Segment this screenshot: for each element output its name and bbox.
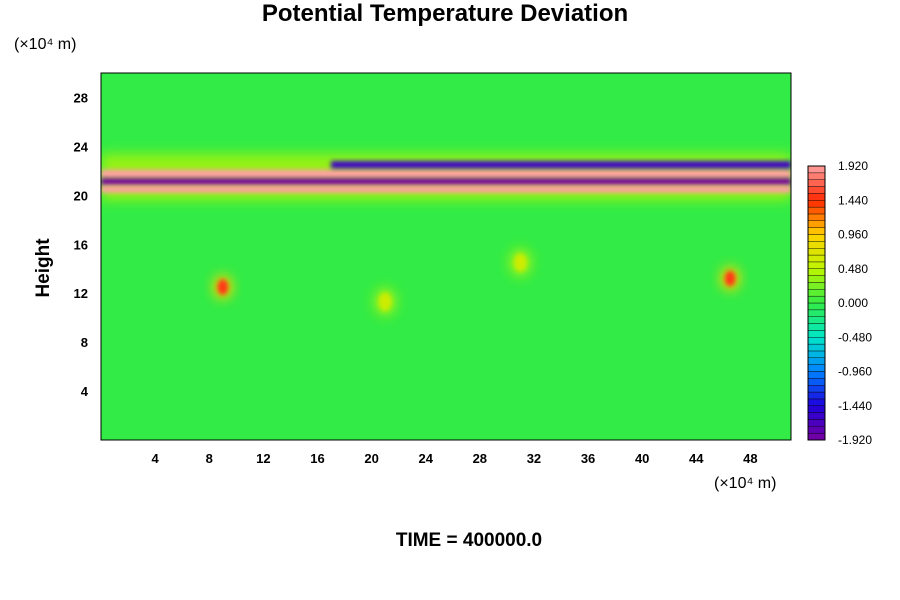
colorbar-tick-label: 0.960: [838, 228, 868, 242]
colorbar-tick-label: 0.480: [838, 262, 868, 276]
colorbar-segment: [807, 206, 826, 215]
heatmap-field: [101, 73, 791, 440]
colorbar-segment: [807, 432, 826, 441]
colorbar-segment: [807, 419, 826, 427]
colorbar-segment: [807, 426, 826, 434]
colorbar-segment: [807, 241, 826, 249]
x-unit-label: (×10⁴ m): [714, 475, 776, 492]
colorbar-segment: [807, 165, 826, 174]
colorbar-segment: [807, 330, 826, 338]
heatmap-feature: [514, 253, 527, 272]
x-tick-label: 12: [256, 451, 270, 466]
x-tick-label: 28: [473, 451, 487, 466]
heatmap-feature-band: [101, 185, 791, 193]
colorbar-segment: [807, 385, 826, 393]
plot-area-frame: [100, 72, 792, 441]
colorbar-segment: [807, 172, 826, 180]
colorbar-segment: [807, 247, 826, 256]
x-tick-label: 8: [206, 451, 213, 466]
x-tick-label: 40: [635, 451, 649, 466]
x-tick-label: 24: [418, 451, 433, 466]
colorbar-segment: [807, 371, 826, 379]
time-label: TIME = 400000.0: [395, 530, 543, 551]
colorbar-segment: [807, 295, 826, 304]
colorbar-segment: [807, 282, 826, 290]
y-tick-label: 28: [74, 90, 88, 105]
colorbar-tick-label: -1.440: [838, 399, 872, 413]
x-tick-label: 44: [689, 451, 704, 466]
colorbar-frame: [807, 165, 826, 441]
heatmap-background: [101, 73, 791, 440]
colorbar-segment: [807, 275, 826, 283]
colorbar-segment: [807, 378, 826, 386]
x-tick-label: 16: [310, 451, 324, 466]
heatmap-feature-band: [101, 178, 791, 186]
colorbar-tick-labels: 1.920 1.440 0.960 0.480 0.000 -0.480 -0.960 -1.…: [838, 159, 872, 447]
colorbar-segment: [807, 213, 826, 221]
colorbar-segment: [807, 220, 826, 228]
colorbar-segment: [807, 289, 826, 297]
colorbar-segment: [807, 227, 826, 235]
y-tick-label: 24: [74, 139, 89, 154]
y-tick-labels: 4 8 12 16 20 24 28: [74, 90, 89, 399]
y-axis-label: Height: [33, 238, 54, 298]
x-tick-labels: 4 8 12 16 20 24 28 32 36 40 44 48: [152, 451, 758, 466]
colorbar-tick-label: 1.920: [838, 159, 868, 173]
heatmap-feature-band: [101, 169, 791, 179]
colorbar-tick-label: -0.960: [838, 365, 872, 379]
y-tick-label: 16: [74, 237, 88, 252]
colorbar-segment: [807, 405, 826, 413]
colorbar-tick-label: -0.480: [838, 330, 872, 344]
colorbar-segment: [807, 200, 826, 208]
colorbar-segment: [807, 398, 826, 406]
x-tick-label: 20: [364, 451, 378, 466]
colorbar-tick-label: -1.920: [838, 433, 872, 447]
y-tick-label: 20: [74, 188, 88, 203]
colorbar-segment: [807, 316, 826, 324]
heatmap-feature-band: [331, 161, 791, 169]
colorbar-segment: [807, 234, 826, 242]
colorbar-segment: [807, 254, 826, 263]
y-tick-label: 12: [74, 286, 88, 301]
colorbar-segment: [807, 364, 826, 372]
y-unit-label: (×10⁴ m): [14, 36, 76, 53]
colorbar-segment: [807, 186, 826, 194]
colorbar-segment: [807, 350, 826, 359]
y-tick-label: 8: [81, 335, 88, 350]
colorbar-segment: [807, 391, 826, 400]
x-tick-label: 4: [152, 451, 160, 466]
colorbar-segment: [807, 323, 826, 331]
colorbar-segment: [807, 302, 826, 311]
heatmap-feature: [724, 270, 736, 287]
colorbar: [807, 165, 826, 441]
x-tick-label: 32: [527, 451, 541, 466]
colorbar-tick-label: 0.000: [838, 296, 868, 310]
colorbar-tick-label: 1.440: [838, 193, 868, 207]
x-tick-label: 36: [581, 451, 595, 466]
colorbar-segment: [807, 343, 826, 352]
colorbar-segment: [807, 412, 826, 420]
y-tick-label: 4: [81, 384, 89, 399]
colorbar-segment: [807, 309, 826, 317]
x-tick-label: 48: [743, 451, 757, 466]
colorbar-segment: [807, 268, 826, 276]
colorbar-segment: [807, 261, 826, 269]
colorbar-segment: [807, 357, 826, 365]
chart-title: Potential Temperature Deviation: [261, 0, 629, 27]
colorbar-segment: [807, 179, 826, 187]
heatmap-feature: [217, 279, 229, 295]
colorbar-segment: [807, 193, 826, 201]
heatmap-feature: [378, 292, 392, 311]
colorbar-segment: [807, 337, 826, 345]
